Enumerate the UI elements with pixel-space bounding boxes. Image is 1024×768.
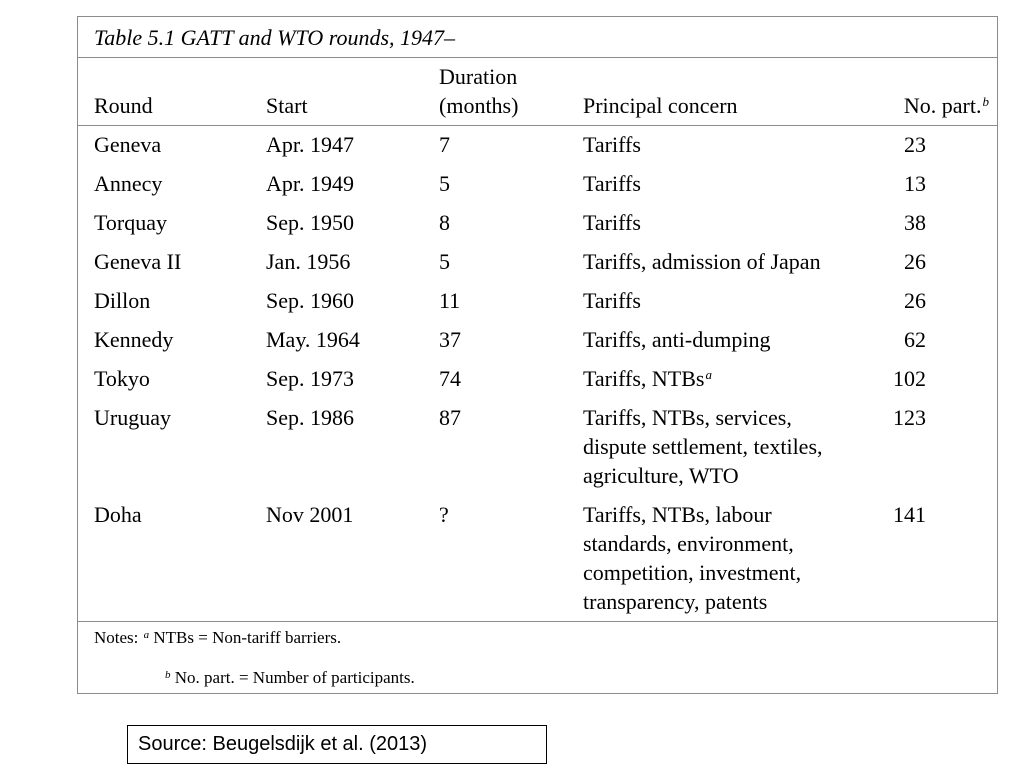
cell-concern-line: dispute settlement, textiles, xyxy=(583,432,823,461)
concern-text: Tariffs xyxy=(583,210,641,235)
cell-participants: 23 xyxy=(904,132,926,157)
cell-start: Sep. 1960 xyxy=(266,288,354,313)
cell-concern-line: Tariffs xyxy=(583,286,641,315)
concern-text: transparency, patents xyxy=(583,589,768,614)
cell-participants: 13 xyxy=(904,171,926,196)
cell-duration: 11 xyxy=(439,288,461,313)
cell-concern-line: Tariffs, NTBs, labour xyxy=(583,500,772,529)
cell-concern-line: agriculture, WTO xyxy=(583,461,739,490)
cell-concern-line: Tariffs xyxy=(583,130,641,159)
header-duration-line2: (months) xyxy=(439,93,519,118)
cell-concern-line: transparency, patents xyxy=(583,587,767,616)
cell-start: Jan. 1956 xyxy=(266,249,351,274)
table-caption: Table 5.1 GATT and WTO rounds, 1947– xyxy=(94,25,456,50)
cell-round: Uruguay xyxy=(94,405,171,430)
note-b: b No. part. = Number of participants. xyxy=(164,667,415,689)
cell-participants: 26 xyxy=(904,288,926,313)
cell-start: Sep. 1986 xyxy=(266,405,354,430)
concern-text: Tariffs, NTBs, labour xyxy=(583,502,772,527)
note-a: Notes: a NTBs = Non-tariff barriers. xyxy=(94,627,341,649)
cell-participants: 26 xyxy=(904,249,926,274)
cell-concern-line: Tariffs xyxy=(583,169,641,198)
concern-text: Tariffs xyxy=(583,132,641,157)
cell-duration: 37 xyxy=(439,327,461,352)
cell-participants: 38 xyxy=(904,210,926,235)
footnote-marker-a: a xyxy=(705,367,712,382)
concern-text: competition, investment, xyxy=(583,560,802,585)
cell-round: Annecy xyxy=(94,171,163,196)
cell-start: Sep. 1973 xyxy=(266,366,354,391)
header-start: Start xyxy=(266,93,308,118)
cell-concern-line: Tariffs, admission of Japan xyxy=(583,247,821,276)
cell-duration: 87 xyxy=(439,405,461,430)
gatt-wto-table: Table 5.1 GATT and WTO rounds, 1947– Rou… xyxy=(77,16,998,694)
cell-concern-line: standards, environment, xyxy=(583,529,794,558)
header-concern: Principal concern xyxy=(583,93,738,118)
source-citation: Source: Beugelsdijk et al. (2013) xyxy=(127,725,547,764)
cell-round: Torquay xyxy=(94,210,167,235)
cell-participants: 141 xyxy=(893,502,926,527)
cell-duration: ? xyxy=(439,502,449,527)
concern-text: Tariffs, NTBs, services, xyxy=(583,405,792,430)
cell-concern-line: Tariffs, anti-dumping xyxy=(583,325,770,354)
cell-start: Nov 2001 xyxy=(266,502,354,527)
cell-participants: 123 xyxy=(893,405,926,430)
cell-round: Doha xyxy=(94,502,142,527)
notes-prefix: Notes: xyxy=(94,628,139,647)
caption-divider xyxy=(78,57,997,58)
cell-round: Tokyo xyxy=(94,366,150,391)
note-b-marker: b xyxy=(165,669,171,681)
concern-text: standards, environment, xyxy=(583,531,794,556)
concern-text: Tariffs xyxy=(583,171,641,196)
cell-concern-line: Tariffs, NTBs, services, xyxy=(583,403,792,432)
cell-round: Kennedy xyxy=(94,327,174,352)
cell-concern-line: competition, investment, xyxy=(583,558,801,587)
concern-text: Tariffs xyxy=(583,288,641,313)
cell-participants: 102 xyxy=(893,366,926,391)
note-a-text: NTBs = Non-tariff barriers. xyxy=(153,628,342,647)
header-participants: No. part.b xyxy=(904,91,989,120)
cell-start: Apr. 1949 xyxy=(266,171,354,196)
note-b-text: No. part. = Number of participants. xyxy=(174,668,415,687)
cell-round: Geneva II xyxy=(94,249,182,274)
concern-text: Tariffs, NTBs xyxy=(583,366,705,391)
header-round: Round xyxy=(94,93,153,118)
notes-divider xyxy=(78,621,997,622)
concern-text: Tariffs, admission of Japan xyxy=(583,249,821,274)
header-participants-label: No. part. xyxy=(903,93,982,118)
cell-round: Geneva xyxy=(94,132,162,157)
cell-duration: 5 xyxy=(439,171,450,196)
cell-round: Dillon xyxy=(94,288,151,313)
cell-participants: 62 xyxy=(904,327,926,352)
cell-start: Apr. 1947 xyxy=(266,132,354,157)
cell-duration: 74 xyxy=(439,366,461,391)
cell-start: May. 1964 xyxy=(266,327,360,352)
cell-concern-line: Tariffs, NTBsa xyxy=(583,364,712,393)
cell-duration: 7 xyxy=(439,132,450,157)
concern-text: agriculture, WTO xyxy=(583,463,739,488)
note-a-marker: a xyxy=(143,629,150,641)
footnote-marker-b: b xyxy=(982,94,990,109)
concern-text: dispute settlement, textiles, xyxy=(583,434,823,459)
header-divider xyxy=(78,125,997,126)
cell-concern-line: Tariffs xyxy=(583,208,641,237)
cell-duration: 8 xyxy=(439,210,450,235)
concern-text: Tariffs, anti-dumping xyxy=(583,327,771,352)
cell-duration: 5 xyxy=(439,249,450,274)
header-duration-line1: Duration xyxy=(439,64,518,89)
cell-start: Sep. 1950 xyxy=(266,210,354,235)
